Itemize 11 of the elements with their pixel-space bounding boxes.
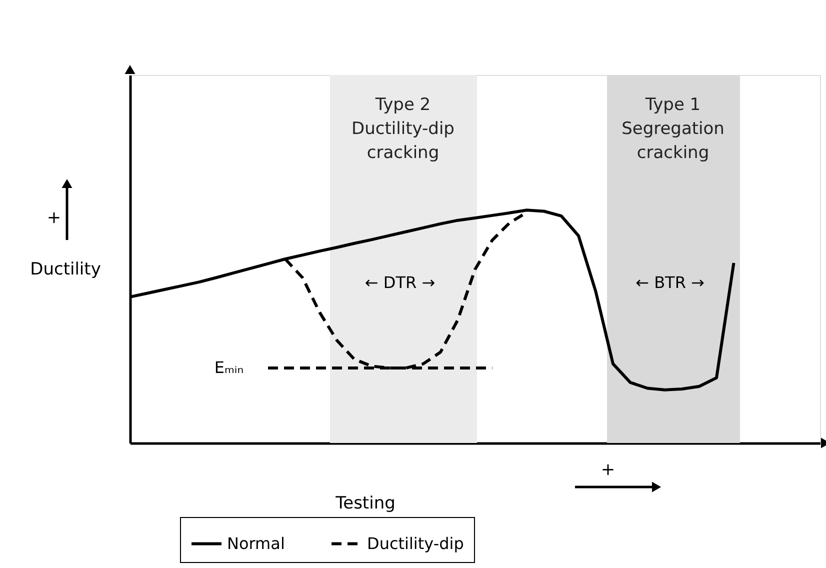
text: Type 1 Segregation cracking [622,95,724,163]
text: + [600,460,616,480]
x-axis-title: Testing [334,494,396,514]
y-axis-title: Ductility [30,260,101,280]
legend-label: Normal [227,534,285,553]
text: + [46,208,62,228]
annotation: ← BTR → [636,273,704,292]
text: Type 2 Ductility-dip cracking [352,95,454,163]
annotation: ← DTR → [364,273,436,292]
annotation: Eₘᵢₙ [214,358,244,377]
legend-label: Ductility-dip [367,534,464,553]
